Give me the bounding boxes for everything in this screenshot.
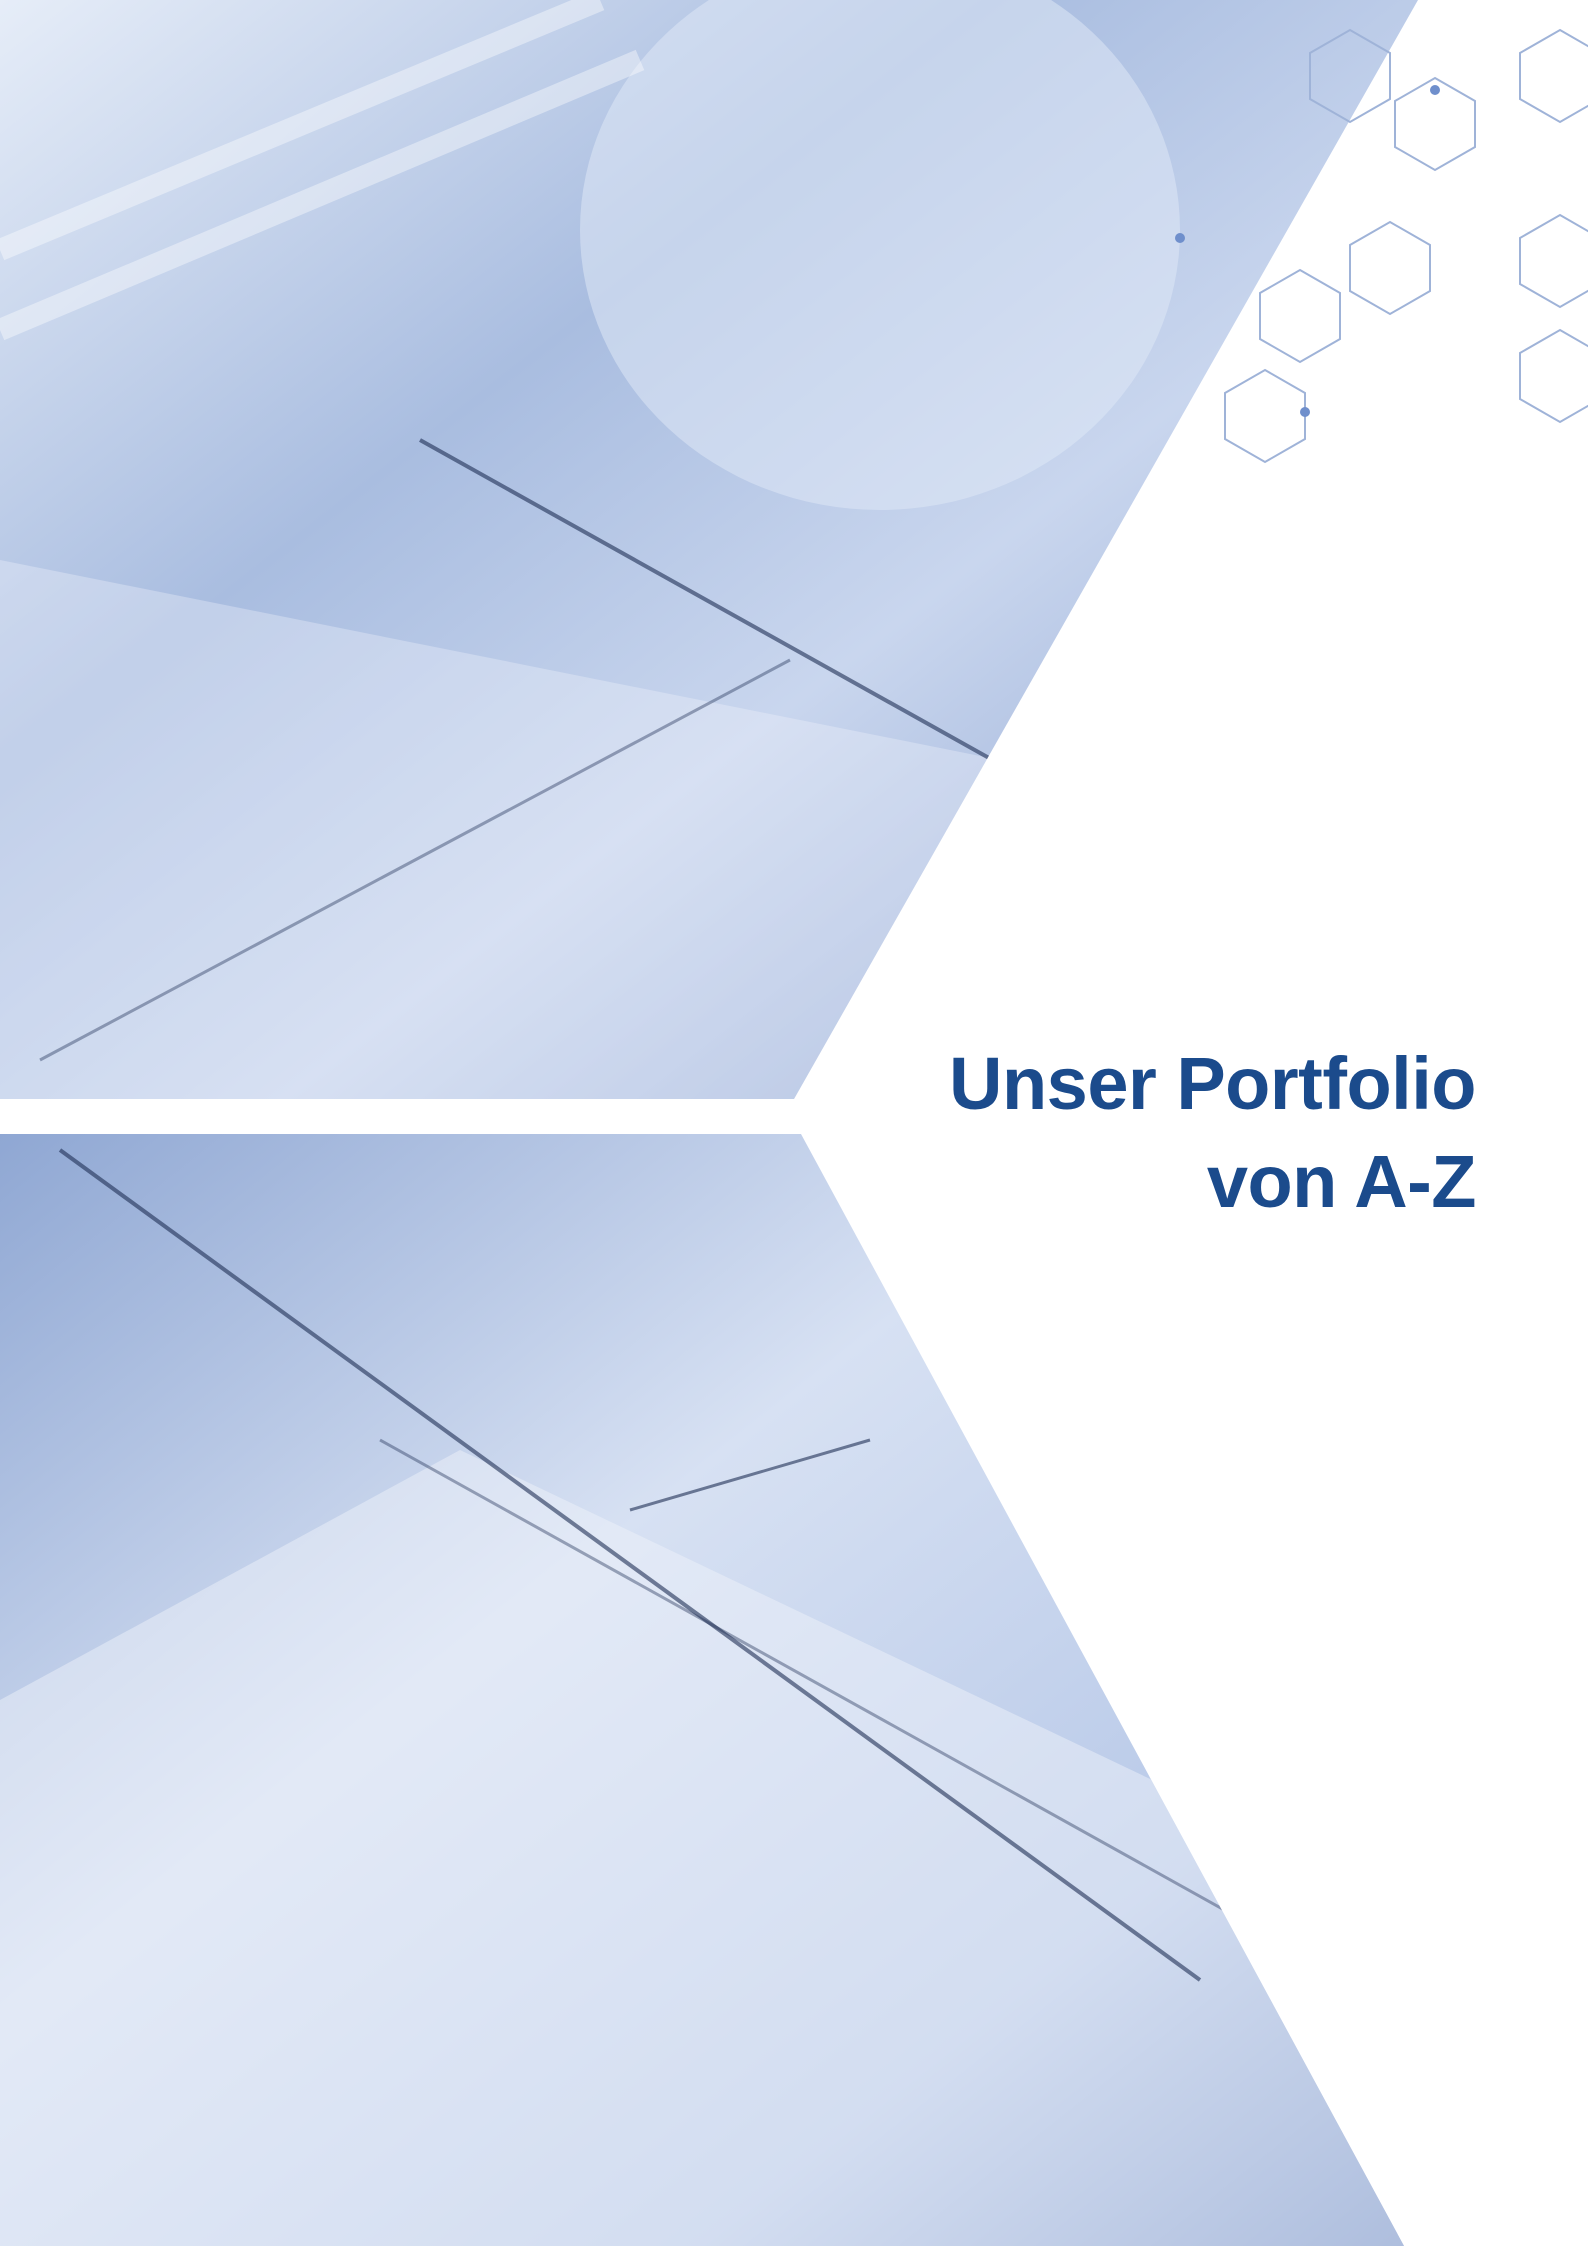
title-line: Unser Portfolio: [949, 1035, 1476, 1133]
page: Unser Portfolio von A-Z (() => { const d…: [0, 0, 1588, 2246]
bottom-photo: [0, 1134, 1404, 2246]
title-line: von A-Z: [949, 1133, 1476, 1231]
cover-title: Unser Portfolio von A-Z: [949, 1035, 1476, 1231]
top-photo: [0, 0, 1418, 1099]
